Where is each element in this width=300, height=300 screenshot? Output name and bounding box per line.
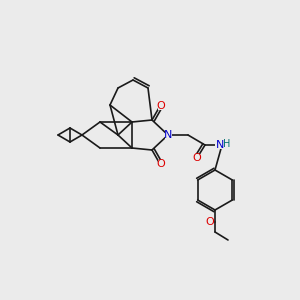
FancyBboxPatch shape: [164, 131, 172, 139]
FancyBboxPatch shape: [215, 141, 229, 149]
FancyBboxPatch shape: [158, 160, 164, 168]
FancyBboxPatch shape: [194, 154, 200, 162]
Text: N: N: [216, 140, 224, 150]
Text: O: O: [157, 159, 165, 169]
Text: O: O: [206, 217, 214, 227]
FancyBboxPatch shape: [158, 102, 164, 110]
Text: H: H: [223, 139, 231, 149]
Text: O: O: [193, 153, 201, 163]
Text: N: N: [164, 130, 172, 140]
FancyBboxPatch shape: [206, 218, 214, 226]
Text: O: O: [157, 101, 165, 111]
